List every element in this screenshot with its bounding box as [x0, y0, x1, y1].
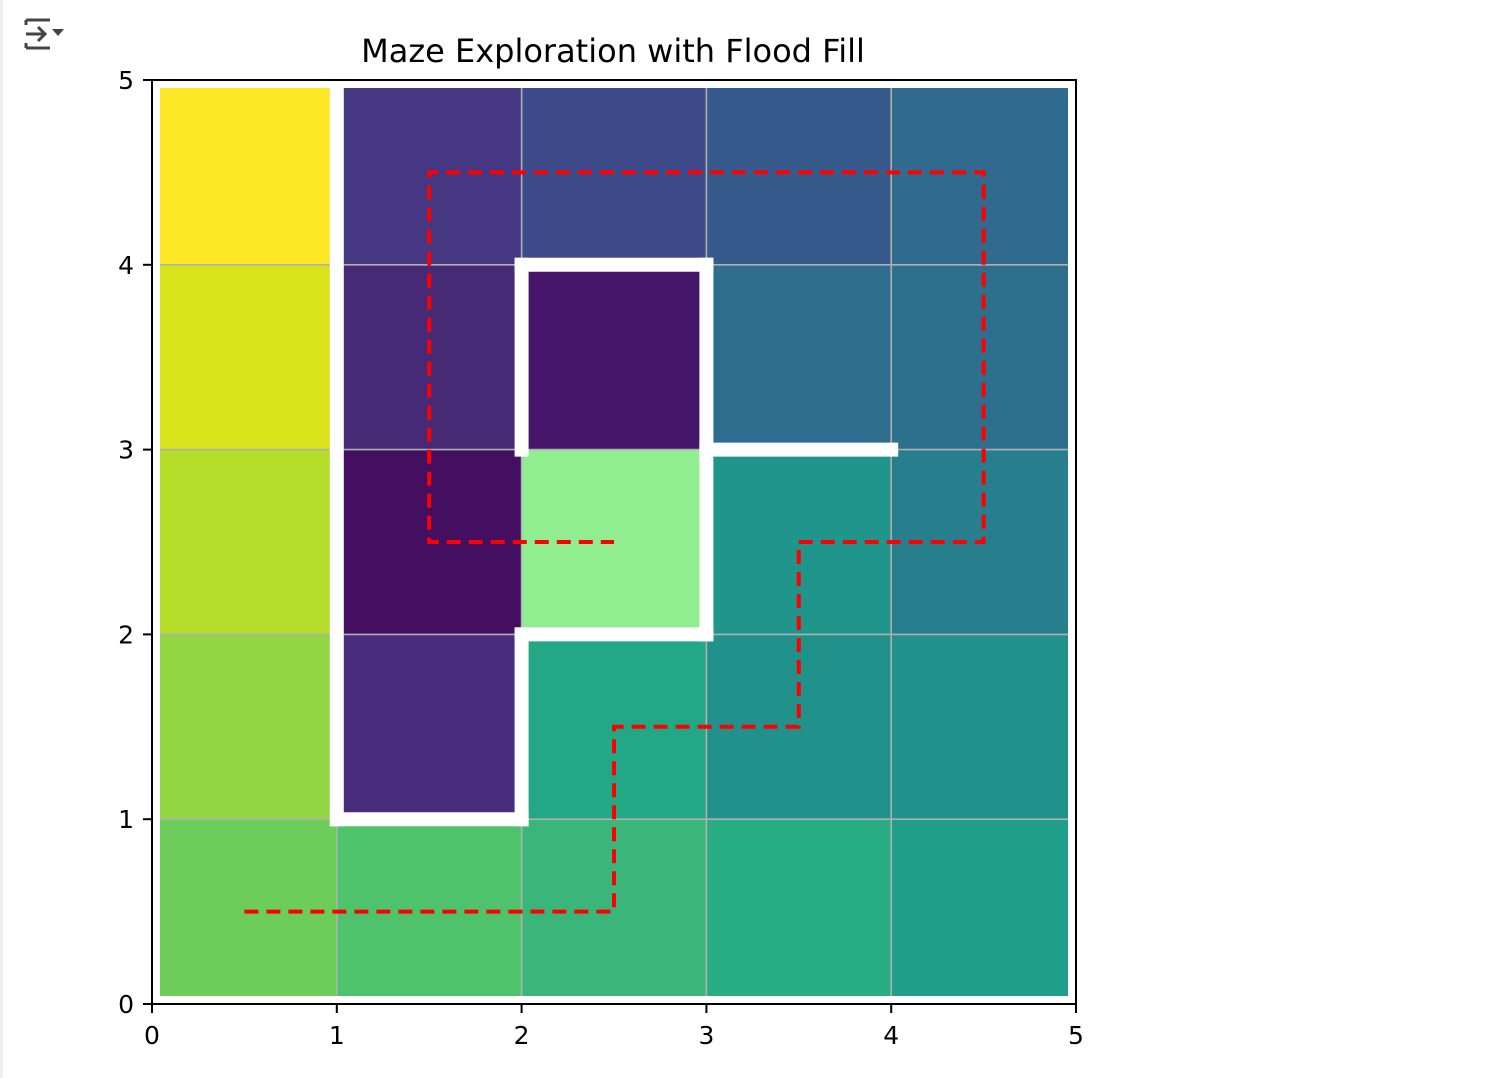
cell-gutter — [0, 0, 3, 1078]
heatmap-cell-3-0 — [706, 819, 892, 996]
heatmap-cell-1-1 — [336, 634, 522, 820]
x-tick-label-0: 0 — [144, 1021, 160, 1050]
y-tick-label-5: 5 — [118, 66, 134, 95]
y-tick-label-3: 3 — [118, 436, 134, 465]
heatmap-cell-2-0 — [521, 819, 707, 996]
axes-frame — [151, 79, 1077, 1005]
heatmap-cell-0-4 — [160, 88, 337, 265]
y-tick-label-1: 1 — [118, 805, 134, 834]
heatmap-cell-2-3 — [521, 264, 707, 450]
x-tick-label-2: 2 — [514, 1021, 530, 1050]
heatmap-cell-1-0 — [336, 819, 522, 996]
output-collapse-icon[interactable] — [20, 14, 68, 54]
flood-fill-path — [244, 170, 986, 914]
y-tick-label-0: 0 — [118, 990, 134, 1019]
output-collapse-icon-glyph — [24, 18, 64, 50]
x-tick-label-3: 3 — [698, 1021, 714, 1050]
heatmap-cell-0-0 — [160, 819, 337, 996]
heatmap-cell-4-4 — [891, 88, 1068, 265]
chart-title: Maze Exploration with Flood Fill — [361, 32, 865, 70]
y-tick-label-2: 2 — [118, 620, 134, 649]
heatmap-cell-4-3 — [891, 264, 1068, 450]
x-tick-label-1: 1 — [329, 1021, 345, 1050]
heatmap-cell-3-3 — [706, 264, 892, 450]
x-tick-label-5: 5 — [1068, 1021, 1084, 1050]
heatmap-cell-0-1 — [160, 634, 337, 820]
heatmap-cell-2-4 — [521, 88, 707, 265]
maze-walls — [329, 73, 899, 827]
heatmap-cell-1-3 — [336, 264, 522, 450]
heatmap-cell-4-1 — [891, 634, 1068, 820]
heatmap-cell-4-0 — [891, 819, 1068, 996]
flood-fill-path-layer — [244, 170, 986, 914]
axis-ticks: 0 1 2 3 4 5 0 1 2 3 4 5 — [118, 66, 1084, 1050]
heatmap-cell-3-4 — [706, 88, 892, 265]
heatmap-cell-0-3 — [160, 264, 337, 450]
x-tick-label-4: 4 — [883, 1021, 899, 1050]
heatmap-cell-0-2 — [160, 449, 337, 635]
y-tick-label-4: 4 — [118, 251, 134, 280]
